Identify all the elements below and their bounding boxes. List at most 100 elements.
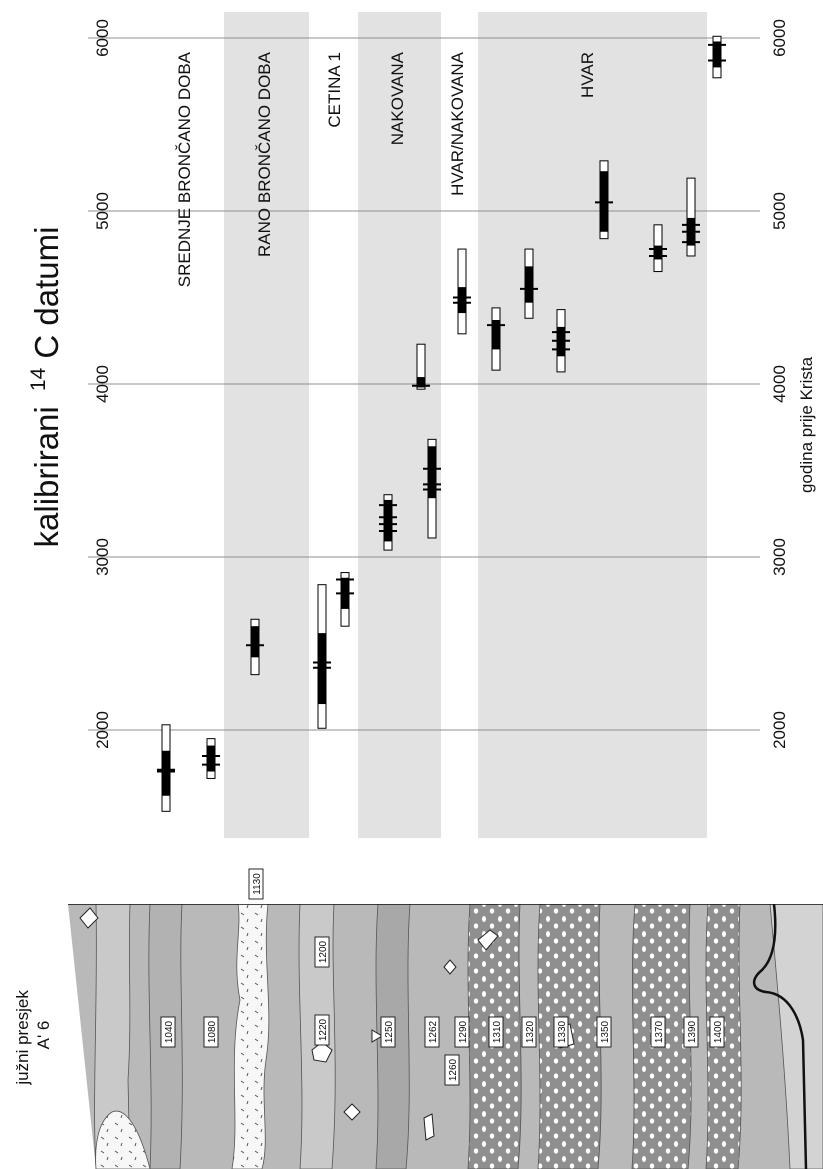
band-shade [224, 12, 309, 838]
layer-tag-box [709, 1016, 725, 1048]
sigma1-range [492, 319, 500, 350]
layer-tag: 1260 [444, 1054, 460, 1086]
sigma1-range [251, 626, 259, 658]
layer-tag: 1262 [424, 1016, 440, 1048]
layer-tag: 1310 [488, 1016, 504, 1048]
chart-title-prefix: kalibrirani [28, 406, 65, 547]
stratum [94, 904, 131, 1169]
layer-tag-text: 1400 [713, 1020, 724, 1043]
section-body [68, 904, 823, 1169]
layer-tag: 1200 [314, 936, 330, 968]
date-bar [423, 438, 441, 539]
layer-tag: 1320 [521, 1016, 537, 1048]
tick-label-right: 2000 [770, 711, 789, 749]
date-bar [453, 248, 471, 335]
band-label: RANO BRONČANO DOBA [255, 51, 274, 257]
section-ground-line [753, 904, 808, 1169]
layer-tag: 1080 [203, 1016, 219, 1048]
sigma1-range [525, 266, 533, 303]
layer-tag-text: 1260 [448, 1058, 459, 1081]
layer-tag-text: 1130 [252, 873, 263, 895]
layer-tag-box [521, 1016, 537, 1048]
layer-tag-box [454, 1016, 470, 1048]
band-labels: SREDNJE BRONČANO DOBA RANO BRONČANO DOBA C… [175, 51, 597, 287]
sigma1-range [417, 377, 425, 388]
band-shade [358, 12, 441, 838]
tick-label-right: 3000 [770, 538, 789, 576]
chart-title-sup: 14 [27, 367, 50, 391]
date-bar [412, 343, 430, 390]
band-label: CETINA 1 [325, 52, 344, 128]
tick-label-left: 2000 [93, 711, 112, 749]
tick-label-left: 3000 [93, 538, 112, 576]
layer-tag-text: 1040 [164, 1020, 175, 1043]
sigma2-range [416, 343, 426, 390]
layer-tag: 1250 [380, 1016, 396, 1048]
x-axis-label: godina prije Krista [797, 356, 816, 493]
layer-tag-text: 1310 [492, 1020, 503, 1043]
band-label: HVAR [578, 52, 597, 98]
band-shade [478, 12, 707, 838]
date-bar [649, 224, 667, 273]
date-bar [157, 724, 175, 812]
sigma1-range [207, 745, 215, 772]
layer-tag-text: 1320 [525, 1020, 536, 1043]
sigma1-range [458, 287, 466, 314]
tick-label-left: 4000 [93, 365, 112, 403]
sigma1-range [162, 750, 170, 796]
layer-tag-box [160, 1016, 176, 1048]
layer-tag: 1290 [454, 1016, 470, 1048]
band-label: NAKOVANA [388, 51, 407, 145]
date-bar [313, 584, 331, 729]
date-bar [520, 248, 538, 319]
layer-tag: 1370 [650, 1016, 666, 1048]
section-title-line1: južni presjek [13, 990, 32, 1086]
band-label: HVAR/NAKOVANA [448, 51, 467, 196]
layer-tag-box [488, 1016, 504, 1048]
stratum-white [231, 904, 270, 1169]
layer-tag-text: 1200 [318, 940, 329, 963]
date-bar [708, 35, 726, 79]
layer-tag-text: 1390 [687, 1020, 698, 1043]
layer-tag-box [444, 1054, 460, 1086]
layer-tag-box [314, 1014, 330, 1046]
layer-tag: 1350 [596, 1016, 612, 1048]
stratum-white-corner [95, 1110, 151, 1169]
layer-tags: 1130 1040 1080 1200 1220 1250 1262 1260 1290 1310… [160, 868, 725, 1086]
date-bar [202, 738, 220, 779]
date-bar [552, 309, 570, 373]
chart-title: kalibrirani 14 C datumi [15, 227, 65, 548]
layer-tag: 1330 [553, 1016, 569, 1048]
tick-label-right: 5000 [770, 192, 789, 230]
layer-tag-box [424, 1016, 440, 1048]
layer-tag-text: 1290 [458, 1020, 469, 1043]
sigma1-range [654, 245, 662, 260]
tick-label-left: 6000 [93, 19, 112, 57]
layer-tag: 1400 [709, 1016, 725, 1048]
section-title-line2: A' 6 [34, 1021, 53, 1050]
date-bar [487, 307, 505, 371]
section-title: južni presjek A' 6 [13, 985, 53, 1085]
layer-tag: 1040 [160, 1016, 176, 1048]
layer-tag-box [553, 1016, 569, 1048]
tick-label-right: 6000 [770, 19, 789, 57]
layer-tag-text: 1330 [557, 1020, 568, 1043]
band-label: SREDNJE BRONČANO DOBA [175, 51, 194, 287]
date-bars [157, 35, 726, 812]
sigma1-range [428, 446, 436, 499]
tick-label-right: 4000 [770, 365, 789, 403]
chart-title-suffix: C datumi [28, 227, 65, 359]
layer-tag-box [596, 1016, 612, 1048]
layer-tag-text: 1220 [318, 1018, 329, 1041]
layer-tag: 1390 [683, 1016, 699, 1048]
layer-tag-text: 1250 [384, 1020, 395, 1043]
layer-tag-box [314, 936, 330, 968]
layer-tag-top: 1130 [248, 868, 264, 900]
layer-tag: 1220 [314, 1014, 330, 1046]
layer-tag-text: 1370 [654, 1020, 665, 1043]
date-bar [246, 618, 264, 676]
layer-tag-box [248, 868, 264, 900]
sigma1-range [713, 41, 721, 68]
layer-tag-text: 1080 [207, 1020, 218, 1043]
